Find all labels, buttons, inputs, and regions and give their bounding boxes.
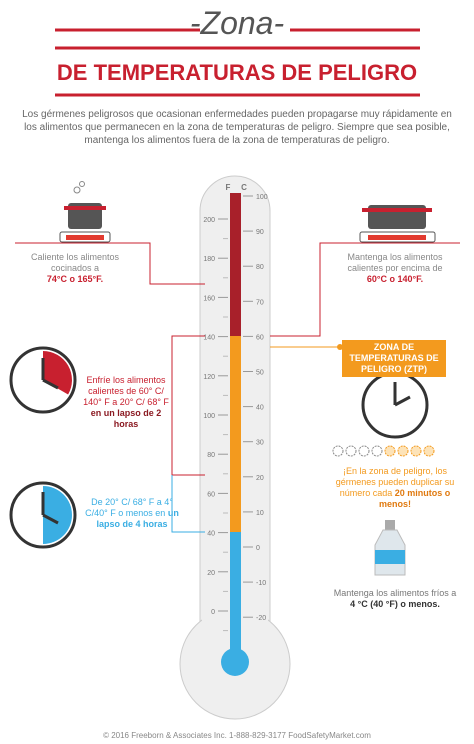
note-cool-2h: Enfríe los alimentos calientes de 60° C/… bbox=[82, 375, 170, 430]
c-tick-label: 60 bbox=[256, 334, 264, 341]
germ bbox=[358, 445, 370, 457]
c-tick-label: 70 bbox=[256, 299, 264, 306]
clock-4h bbox=[9, 481, 77, 549]
c-tick-label: 20 bbox=[256, 475, 264, 482]
bottle bbox=[374, 520, 406, 576]
f-tick-label: 100 bbox=[203, 413, 215, 420]
connector bbox=[270, 242, 460, 337]
note-emphasis: 20 minutos o menos! bbox=[378, 488, 451, 509]
connector bbox=[15, 242, 205, 285]
cold-zone bbox=[230, 532, 241, 657]
note-cool-4h: De 20° C/ 68° F a 4° C/40° F o menos en … bbox=[82, 497, 182, 530]
note-text: Enfríe los alimentos calientes de 60° C/… bbox=[83, 375, 169, 407]
f-tick-label: 200 bbox=[203, 217, 215, 224]
connector bbox=[171, 475, 205, 533]
footer: © 2016 Freeborn & Associates Inc. 1-888-… bbox=[103, 731, 371, 740]
f-tick-label: 20 bbox=[207, 570, 215, 577]
f-tick-label: 140 bbox=[203, 335, 215, 342]
c-tick-label: 50 bbox=[256, 370, 264, 377]
germ-icons bbox=[332, 445, 435, 457]
zone-label: ZONA DE TEMPERATURAS DE PELIGRO (ZTP) bbox=[342, 340, 446, 377]
note-hold-hot: Mantenga los alimentos calientes por enc… bbox=[340, 252, 450, 285]
germ bbox=[410, 445, 422, 457]
connector-dot bbox=[337, 344, 343, 350]
c-label: C bbox=[241, 183, 247, 192]
note-text: Mantenga los alimentos calientes por enc… bbox=[347, 252, 443, 273]
c-tick-label: 100 bbox=[256, 194, 268, 201]
pot-left bbox=[59, 181, 111, 243]
f-label: F bbox=[226, 183, 231, 192]
c-tick-label: 80 bbox=[256, 264, 264, 271]
note-text: Caliente los alimentos cocinados a bbox=[30, 252, 120, 273]
note-emphasis: en un lapso de 2 horas bbox=[90, 408, 162, 429]
clock-2h bbox=[9, 346, 77, 414]
c-tick-label: 90 bbox=[256, 229, 264, 236]
title-script: -Zona- bbox=[190, 5, 284, 41]
c-tick-label: -20 bbox=[256, 615, 266, 622]
title: DE TEMPERATURAS DE PELIGRO bbox=[57, 60, 417, 85]
note-germs: ¡En la zona de peligro, los gérmenes pue… bbox=[335, 466, 455, 510]
note-emphasis: 74°C o 165°F. bbox=[46, 274, 104, 284]
note-text: De 20° C/ 68° F a 4° C/40° F o menos en bbox=[85, 497, 173, 518]
note-text: Mantenga los alimentos fríos a bbox=[333, 588, 457, 598]
clock-20m bbox=[361, 371, 429, 439]
intro: Los gérmenes peligrosos que ocasionan en… bbox=[22, 109, 452, 146]
c-tick-label: 10 bbox=[256, 510, 264, 517]
c-tick-label: -10 bbox=[256, 580, 266, 587]
f-tick-label: 160 bbox=[203, 295, 215, 302]
f-tick-label: 180 bbox=[203, 256, 215, 263]
note-hold-cold: Mantenga los alimentos fríos a 4 °C (40 … bbox=[330, 588, 460, 610]
germ bbox=[423, 445, 435, 457]
pot-right bbox=[359, 205, 436, 243]
germ bbox=[384, 445, 396, 457]
danger-zone bbox=[230, 336, 241, 532]
c-tick-label: 30 bbox=[256, 440, 264, 447]
f-tick-label: 0 bbox=[211, 609, 215, 616]
note-emphasis: 4 °C (40 °F) o menos. bbox=[350, 599, 440, 609]
note-emphasis: 60°C o 140°F. bbox=[366, 274, 424, 284]
note-emphasis: un lapso de 4 horas bbox=[96, 508, 179, 529]
germ bbox=[397, 445, 409, 457]
note-text: ¡En la zona de peligro, los gérmenes pue… bbox=[335, 466, 455, 498]
note-cook: Caliente los alimentos cocinados a 74°C o… bbox=[20, 252, 130, 285]
germ bbox=[345, 445, 357, 457]
connector bbox=[171, 335, 205, 476]
c-tick-label: 0 bbox=[256, 545, 260, 552]
hot-zone bbox=[230, 193, 241, 336]
f-tick-label: 80 bbox=[207, 452, 215, 459]
f-tick-label: 120 bbox=[203, 374, 215, 381]
mercury-bulb bbox=[221, 648, 249, 676]
germ bbox=[371, 445, 383, 457]
f-tick-label: 40 bbox=[207, 531, 215, 538]
c-tick-label: 40 bbox=[256, 405, 264, 412]
germ bbox=[332, 445, 344, 457]
f-tick-label: 60 bbox=[207, 491, 215, 498]
